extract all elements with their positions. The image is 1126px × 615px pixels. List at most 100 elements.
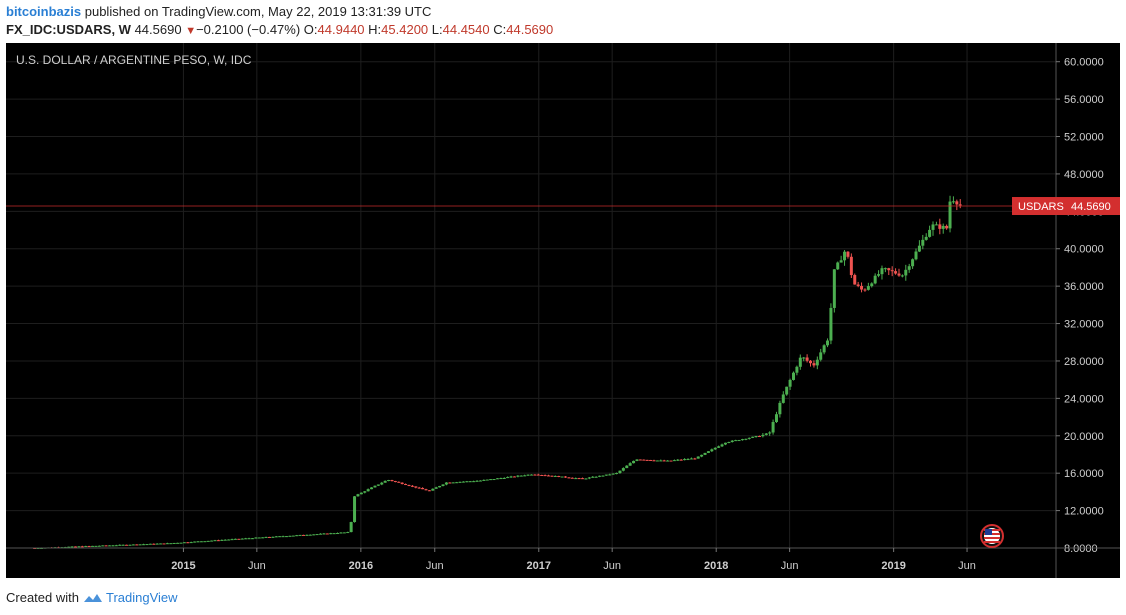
candle-body [625, 465, 629, 469]
candle-body [495, 478, 499, 480]
low-label: L: [431, 22, 443, 37]
candle-body [764, 433, 768, 435]
candle-body [182, 542, 186, 544]
candle-body [839, 260, 843, 263]
candle-body [400, 482, 404, 485]
chart-area[interactable]: 60.000056.000052.000048.000044.000040.00… [6, 43, 1120, 578]
candle-body [376, 484, 380, 486]
candle-body [298, 534, 302, 536]
candle-body [931, 224, 935, 230]
candle-body [907, 266, 911, 270]
candle-body [257, 537, 261, 539]
candle-body [169, 543, 173, 545]
candle-body [125, 544, 129, 546]
candle-body [788, 379, 792, 387]
candle-body [397, 481, 401, 483]
price-tick-label: 52.0000 [1064, 132, 1104, 144]
candle-body [856, 284, 860, 286]
high-label: H: [368, 22, 382, 37]
candle-body [94, 545, 98, 547]
candle-body [233, 538, 237, 540]
price-tick-label: 16.0000 [1064, 468, 1104, 480]
time-tick-label: Jun [248, 560, 266, 572]
candle-body [645, 459, 649, 461]
candle-body [455, 482, 459, 484]
author-link[interactable]: bitcoinbazis [6, 4, 82, 19]
high-value: 45.4200 [381, 22, 429, 37]
candle-body [329, 533, 333, 535]
candle-body [740, 439, 744, 441]
chart-svg[interactable]: 60.000056.000052.000048.000044.000040.00… [6, 43, 1120, 578]
candle-body [958, 204, 962, 206]
candle-body [924, 236, 928, 240]
candle-body [604, 474, 608, 476]
candle-body [934, 224, 938, 226]
low-value: 44.4540 [442, 22, 490, 37]
candle-body [108, 545, 112, 547]
candle-body [70, 546, 74, 548]
candle-body [380, 482, 384, 485]
candle-body [659, 460, 663, 462]
candle-body [506, 477, 510, 479]
candle-body [312, 534, 316, 536]
candle-body [730, 440, 734, 442]
candle-body [162, 543, 166, 545]
candle-body [560, 476, 564, 478]
candle-body [757, 436, 761, 438]
candle-body [812, 363, 816, 366]
candle-body [570, 477, 574, 479]
candle-body [928, 229, 932, 237]
candle-body [148, 543, 152, 545]
candle-body [574, 478, 578, 480]
candle-body [877, 274, 881, 276]
time-tick-label: 2018 [704, 560, 728, 572]
candle-body [829, 307, 833, 341]
candle-body [778, 402, 782, 415]
candle-body [587, 477, 591, 479]
price-label-value: 44.5690 [1071, 201, 1111, 213]
candle-body [284, 536, 288, 538]
candle-body [710, 449, 714, 452]
candle-body [529, 474, 533, 476]
last-price: 44.5690 [134, 22, 182, 37]
candle-body [948, 201, 952, 229]
candle-body [240, 538, 244, 540]
candle-body [261, 537, 265, 539]
candle-body [431, 488, 435, 491]
candles [33, 195, 962, 549]
candle-body [461, 481, 465, 483]
candle-body [438, 485, 442, 488]
candle-body [611, 473, 615, 475]
price-label-symbol: USDARS [1018, 201, 1064, 213]
candle-body [880, 268, 884, 275]
us-flag-icon[interactable] [980, 524, 1004, 548]
price-axis[interactable]: 60.000056.000052.000048.000044.000040.00… [1055, 43, 1104, 578]
candle-body [278, 536, 282, 538]
candle-body [761, 434, 765, 437]
candle-body [642, 459, 646, 461]
candle-body [638, 459, 642, 461]
down-arrow-icon: ▼ [185, 25, 197, 37]
time-tick-label: Jun [781, 560, 799, 572]
candle-body [223, 539, 227, 541]
candle-body [478, 480, 482, 482]
candle-body [206, 540, 210, 542]
candle-body [203, 541, 207, 543]
time-axis[interactable]: 2015 Jun 2016 Jun 2017 Jun 2018 Jun 2019 Jun [6, 547, 1120, 572]
candle-body [387, 480, 391, 482]
candle-body [713, 447, 717, 450]
candle-body [199, 541, 203, 543]
tradingview-link[interactable]: TradingView [105, 590, 178, 605]
candle-body [254, 537, 258, 539]
candle-body [802, 357, 806, 359]
candle-body [410, 485, 414, 487]
candle-body [434, 487, 438, 489]
candle-body [512, 476, 516, 478]
close-label: C: [493, 22, 507, 37]
candle-body [308, 534, 312, 536]
tradingview-logo-icon[interactable] [83, 592, 103, 604]
candle-body [165, 543, 169, 545]
candle-body [941, 225, 945, 229]
candle-body [601, 475, 605, 477]
ohlc-line: FX_IDC:USDARS, W 44.5690 ▼−0.2100 (−0.47… [6, 22, 553, 37]
